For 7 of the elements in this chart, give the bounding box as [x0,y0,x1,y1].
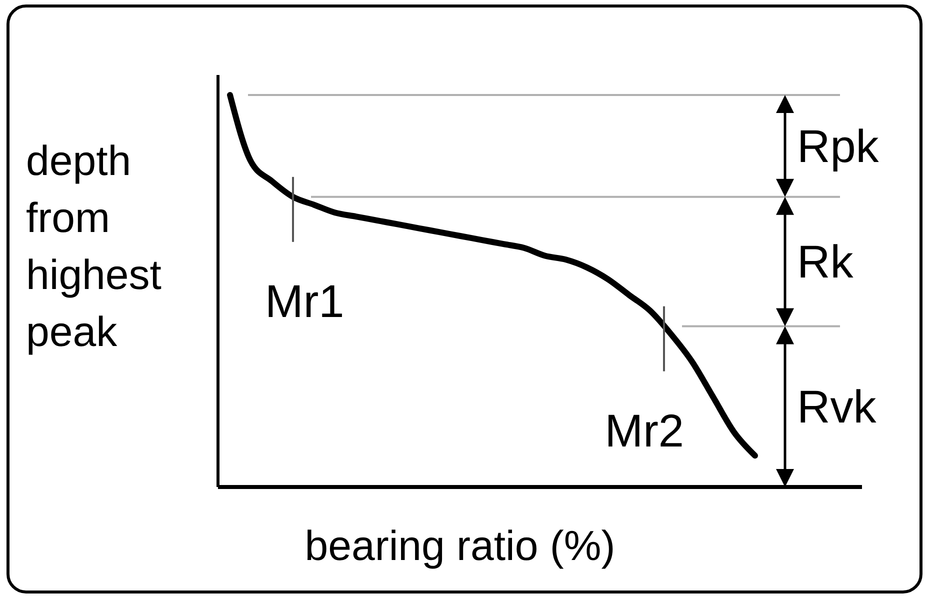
x-axis-title: bearing ratio (%) [304,522,616,569]
text: Rvk [797,380,878,433]
annotation: Mr2 [604,404,684,456]
text: Rpk [797,120,880,172]
text: Rk [797,236,854,288]
annotation: Mr1 [265,274,344,327]
y-axis-title: depth from highest peak [26,137,162,355]
